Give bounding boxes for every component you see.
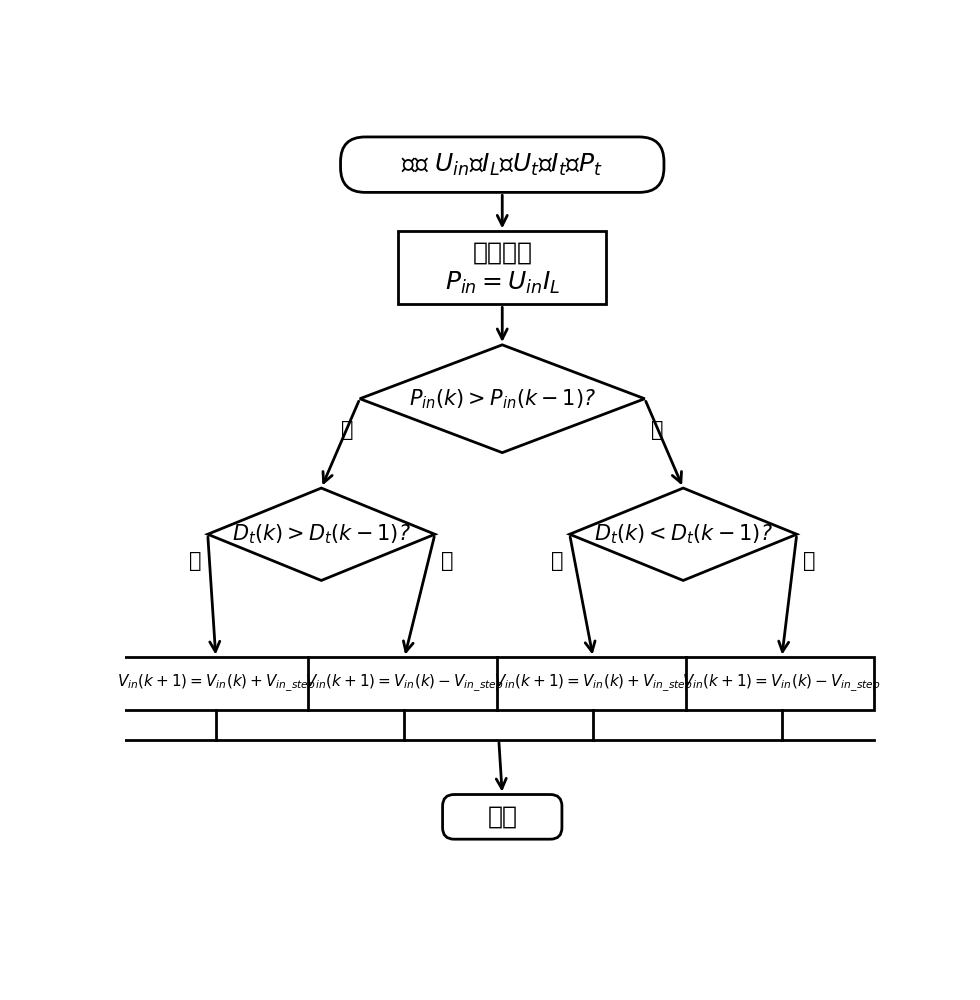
Text: 计算功率: 计算功率	[472, 240, 532, 264]
Text: $V_{in}(k+1)=V_{in}(k)-V_{in\_step}$: $V_{in}(k+1)=V_{in}(k)-V_{in\_step}$	[305, 673, 504, 694]
Text: $V_{in}(k+1)=V_{in}(k)+V_{in\_step}$: $V_{in}(k+1)=V_{in}(k)+V_{in\_step}$	[494, 673, 693, 694]
Polygon shape	[569, 488, 797, 580]
Text: 是: 是	[551, 551, 564, 571]
Polygon shape	[208, 488, 435, 580]
FancyBboxPatch shape	[443, 795, 562, 839]
Text: $P_{in}=U_{in}I_L$: $P_{in}=U_{in}I_L$	[445, 270, 560, 296]
Text: 是: 是	[189, 551, 202, 571]
Text: $P_{in}(k)>P_{in}(k-1)$?: $P_{in}(k)>P_{in}(k-1)$?	[409, 387, 596, 411]
FancyBboxPatch shape	[341, 137, 664, 192]
Text: 返回: 返回	[487, 805, 517, 829]
Text: 检测 $U_{in}$、$I_L$、$U_t$、$I_t$、$P_t$: 检测 $U_{in}$、$I_L$、$U_t$、$I_t$、$P_t$	[402, 152, 603, 178]
Text: $D_t(k)>D_t(k-1)$?: $D_t(k)>D_t(k-1)$?	[232, 522, 411, 546]
Text: 是: 是	[341, 420, 354, 440]
Text: 否: 否	[651, 420, 663, 440]
Bar	[123, 657, 874, 710]
Bar	[398, 231, 607, 304]
Text: 否: 否	[803, 551, 815, 571]
Text: $V_{in}(k+1)=V_{in}(k)+V_{in\_step}$: $V_{in}(k+1)=V_{in}(k)+V_{in\_step}$	[117, 673, 316, 694]
Text: 否: 否	[441, 551, 454, 571]
Text: $V_{in}(k+1)=V_{in}(k)-V_{in\_step}$: $V_{in}(k+1)=V_{in}(k)-V_{in\_step}$	[682, 673, 881, 694]
Polygon shape	[360, 345, 645, 453]
Text: $D_t(k)<D_t(k-1)$?: $D_t(k)<D_t(k-1)$?	[594, 522, 772, 546]
